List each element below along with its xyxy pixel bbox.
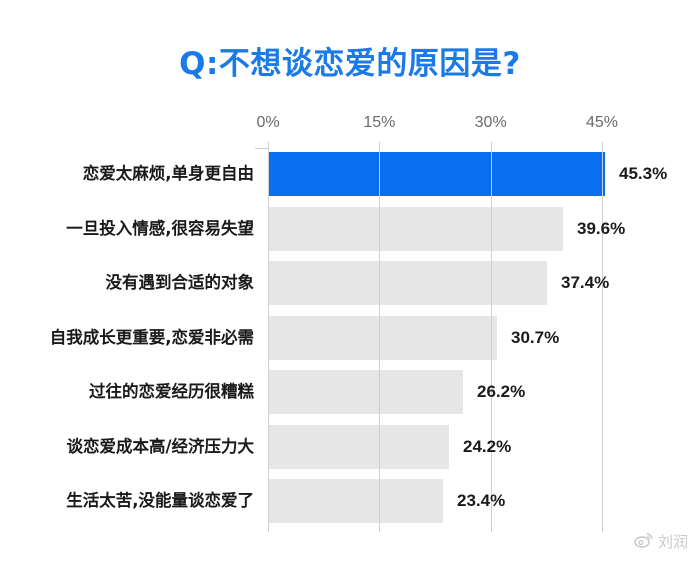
bar-value-label: 26.2% <box>477 382 526 401</box>
bar-value-label: 45.3% <box>619 164 668 183</box>
category-label: 恋爱太麻烦,单身更自由 <box>82 164 254 183</box>
chart-title: Q:不想谈恋爱的原因是? <box>179 46 521 82</box>
gridline <box>379 142 380 532</box>
category-label: 生活太苦,没能量谈恋爱了 <box>66 491 254 510</box>
bar <box>269 479 443 523</box>
category-label: 谈恋爱成本高/经济压力大 <box>66 437 254 456</box>
bar-value-label: 30.7% <box>511 328 560 347</box>
gridline <box>268 142 269 532</box>
x-tick-label: 45% <box>585 114 619 131</box>
bar-value-label: 37.4% <box>561 273 610 292</box>
category-label: 自我成长更重要,恋爱非必需 <box>49 328 254 347</box>
bar <box>269 261 547 305</box>
x-tick-label: 0% <box>256 114 280 131</box>
watermark: 刘润 <box>634 531 688 552</box>
axis-baseline <box>255 148 269 149</box>
gridline <box>491 142 492 532</box>
x-tick-label: 30% <box>474 114 507 131</box>
bar <box>269 316 497 360</box>
gridline <box>602 142 603 532</box>
weibo-icon <box>634 532 654 552</box>
bar <box>269 207 563 251</box>
category-label: 没有遇到合适的对象 <box>105 273 255 292</box>
category-label: 过往的恋爱经历很糟糕 <box>89 382 254 401</box>
bar-value-label: 23.4% <box>457 491 506 510</box>
category-label: 一旦投入情感,很容易失望 <box>66 219 254 238</box>
x-tick-label: 15% <box>363 114 396 131</box>
bar-value-label: 39.6% <box>577 219 626 238</box>
bar <box>269 370 463 414</box>
watermark-text: 刘润 <box>657 533 688 551</box>
bar <box>269 152 605 196</box>
bar <box>269 425 449 469</box>
bar-value-label: 24.2% <box>463 437 512 456</box>
